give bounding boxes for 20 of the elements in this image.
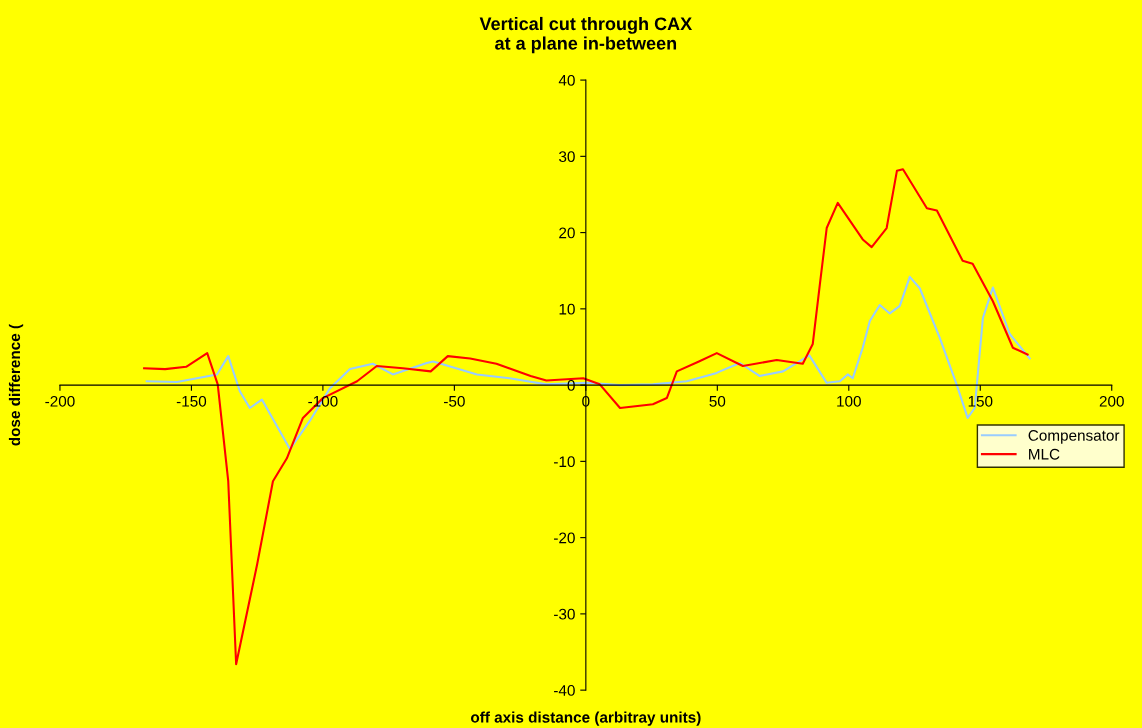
x-tick-label: 100 bbox=[837, 395, 861, 407]
y-tick-label: 20 bbox=[559, 227, 575, 239]
line-series bbox=[143, 168, 1029, 666]
x-tick-label: 50 bbox=[709, 395, 726, 407]
legend-label: Compensator bbox=[1028, 429, 1120, 444]
x-tick-label: 200 bbox=[1099, 395, 1124, 407]
x-axis-title: off axis distance (arbitray units) bbox=[470, 711, 701, 726]
chart-title: Vertical cut through CAX at a plane in-between bbox=[479, 16, 693, 54]
x-tick-label: -50 bbox=[444, 395, 465, 407]
y-axis-title: dose difference ( bbox=[8, 324, 24, 446]
y-tick-label: -30 bbox=[554, 608, 575, 620]
x-tick-label: -150 bbox=[176, 395, 207, 407]
y-tick-label: 30 bbox=[559, 151, 575, 163]
y-tick-label: -20 bbox=[554, 532, 575, 544]
y-tick-label: 10 bbox=[559, 303, 575, 315]
legend-label: MLC bbox=[1029, 448, 1060, 460]
x-tick-label: -200 bbox=[45, 395, 75, 407]
y-tick-label: 40 bbox=[558, 74, 575, 86]
y-tick-label: -10 bbox=[554, 456, 575, 468]
y-tick-label: -40 bbox=[554, 685, 575, 696]
